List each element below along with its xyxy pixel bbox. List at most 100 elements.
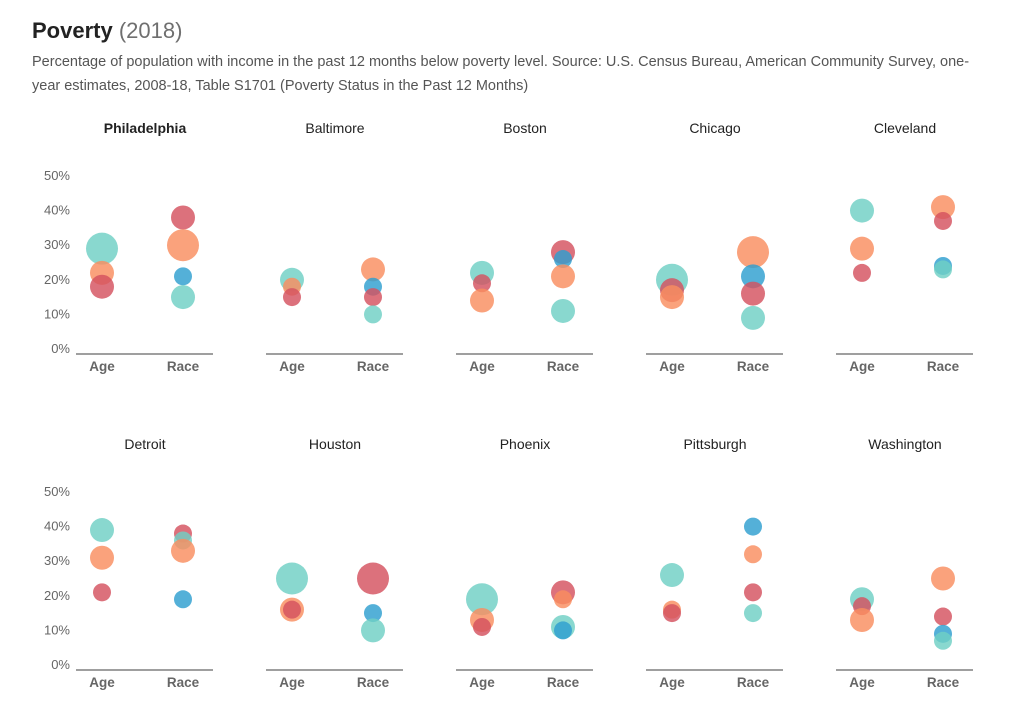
y-tick-label: 40% [44,203,70,218]
x-tick-label: Race [547,675,580,690]
x-tick-label: Age [849,359,875,374]
age-point-red [283,600,301,619]
x-tick-label: Age [279,359,305,374]
panel-baltimore: Baltimore Age Race [266,120,403,374]
y-tick-label: 20% [44,588,70,603]
race-point-blue [554,621,572,640]
race-point-red [357,562,389,595]
panel-title: Detroit [124,436,165,452]
race-point-teal [744,604,762,623]
x-tick-label: Race [357,359,390,374]
race-point-teal [741,305,765,330]
x-tick-label: Race [167,675,200,690]
race-point-blue [174,267,192,286]
panel-title: Washington [868,436,941,452]
panel-boston: Boston Age Race [456,120,593,374]
race-point-orange [737,236,769,269]
race-point-red [171,205,195,230]
race-point-teal [171,285,195,310]
page-subtitle: Percentage of population with income in … [32,54,970,94]
race-point-teal [364,305,382,324]
age-point-orange [850,608,874,633]
age-point-orange [660,285,684,310]
panel-houston: Houston Age Race [266,436,403,690]
x-tick-label: Race [547,359,580,374]
panel-pittsburgh: Pittsburgh Age Race [646,436,783,690]
age-point-red [473,274,491,293]
y-tick-label: 10% [44,306,70,321]
race-point-orange [744,545,762,564]
x-tick-label: Age [469,675,495,690]
x-tick-label: Race [927,359,960,374]
panel-philadelphia: Philadelphia 0% 10% 20% 30% 40% 50% Age Race [44,120,213,374]
panel-washington: Washington Age Race [836,436,973,690]
age-point-teal [276,562,308,595]
x-tick-label: Race [927,675,960,690]
panel-cleveland: Cleveland Age Race [836,120,973,374]
panel-chicago: Chicago Age Race [646,120,783,374]
age-point-red [473,617,491,636]
age-point-teal [660,563,684,588]
y-tick-label: 50% [44,484,70,499]
panel-title: Chicago [689,120,741,136]
race-point-orange [167,229,199,262]
race-point-red [364,288,382,307]
age-point-teal [466,583,498,616]
y-tick-label: 0% [51,657,70,672]
race-point-red [744,583,762,602]
panel-title: Phoenix [500,436,551,452]
panel-title: Pittsburgh [683,436,746,452]
race-point-red [741,281,765,306]
panel-title: Philadelphia [104,120,187,136]
x-tick-label: Age [89,675,115,690]
y-tick-label: 20% [44,272,70,287]
race-point-orange [554,590,572,609]
age-point-red [93,583,111,602]
x-tick-label: Race [357,675,390,690]
x-tick-label: Race [737,675,770,690]
age-point-red [90,274,114,299]
race-point-blue [744,517,762,536]
race-point-orange [171,538,195,563]
race-point-teal [934,260,952,279]
race-point-teal [934,631,952,650]
race-point-orange [931,195,955,220]
age-point-red [283,288,301,307]
age-point-orange [470,288,494,313]
race-point-orange [361,257,385,282]
page-title: Poverty (2018) [32,18,182,44]
y-tick-label: 50% [44,168,70,183]
title-main: Poverty [32,18,113,43]
x-tick-label: Age [849,675,875,690]
y-tick-label: 30% [44,553,70,568]
race-point-red [934,211,952,230]
y-tick-label: 0% [51,341,70,356]
race-point-blue [174,590,192,609]
panel-title: Cleveland [874,120,936,136]
race-point-orange [551,264,575,289]
age-point-teal [850,198,874,223]
x-tick-label: Age [89,359,115,374]
y-tick-label: 10% [44,622,70,637]
age-point-teal [90,518,114,543]
x-tick-label: Race [167,359,200,374]
age-point-teal [86,232,118,265]
panel-phoenix: Phoenix Age Race [456,436,593,690]
race-point-red [934,607,952,626]
title-year: (2018) [118,18,183,43]
panel-detroit: Detroit 0% 10% 20% 30% 40% 50% Age Race [44,436,213,690]
race-point-blue [554,250,572,269]
panel-title: Boston [503,120,547,136]
age-point-red [663,604,681,623]
x-tick-label: Age [469,359,495,374]
age-point-orange [90,545,114,570]
x-tick-label: Age [279,675,305,690]
x-tick-label: Age [659,675,685,690]
race-point-orange [931,566,955,591]
race-point-teal [361,618,385,643]
age-point-orange [850,236,874,261]
y-tick-label: 30% [44,237,70,252]
race-point-blue [741,264,765,289]
age-point-red [853,263,871,282]
